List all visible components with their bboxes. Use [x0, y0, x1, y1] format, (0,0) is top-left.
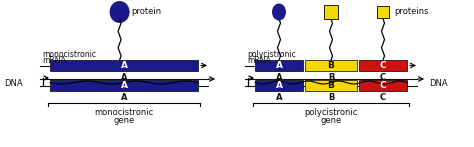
Text: A: A	[276, 93, 282, 102]
Text: A: A	[120, 81, 128, 90]
Bar	[50, 80, 198, 91]
Text: polycistronic: polycistronic	[247, 50, 296, 59]
Text: A: A	[121, 73, 127, 82]
Bar	[255, 60, 303, 71]
Text: B: B	[328, 73, 334, 82]
Text: C: C	[380, 93, 386, 102]
Text: C: C	[380, 81, 386, 90]
Text: A: A	[276, 73, 282, 82]
Text: DNA: DNA	[429, 78, 447, 87]
Bar	[359, 60, 407, 71]
Text: C: C	[380, 73, 386, 82]
Text: monocistronic: monocistronic	[94, 108, 154, 117]
Bar	[359, 80, 407, 91]
Text: C: C	[380, 61, 386, 70]
Ellipse shape	[109, 1, 129, 23]
Text: gene: gene	[113, 116, 135, 125]
Text: protein: protein	[132, 7, 162, 16]
Text: A: A	[275, 61, 283, 70]
Text: A: A	[120, 61, 128, 70]
Bar	[50, 60, 198, 71]
Text: polycistronic: polycistronic	[304, 108, 358, 117]
Bar	[305, 60, 357, 71]
Text: mRNA: mRNA	[247, 56, 271, 65]
Text: A: A	[121, 93, 127, 102]
Text: B: B	[328, 93, 334, 102]
Text: A: A	[275, 81, 283, 90]
Text: gene: gene	[320, 116, 342, 125]
Bar	[255, 80, 303, 91]
Text: B: B	[328, 81, 335, 90]
Text: proteins: proteins	[394, 7, 428, 16]
Text: mRNA: mRNA	[42, 56, 66, 65]
Text: DNA: DNA	[4, 78, 23, 87]
Bar	[305, 80, 357, 91]
Text: monocistronic: monocistronic	[42, 50, 96, 59]
Ellipse shape	[272, 4, 286, 20]
Text: B: B	[328, 61, 335, 70]
Bar	[324, 5, 338, 19]
